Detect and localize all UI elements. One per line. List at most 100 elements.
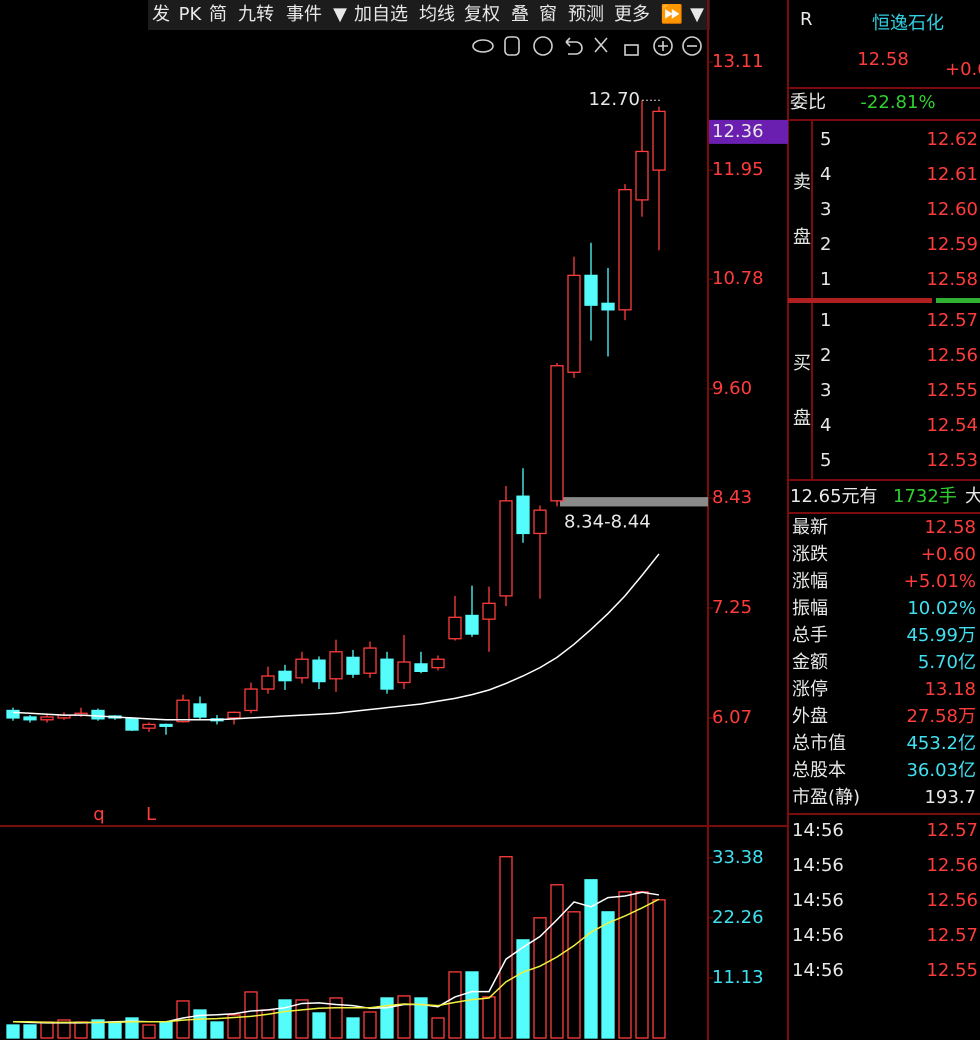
expand[interactable]: ⏩: [661, 3, 683, 25]
book-price: 12.57: [926, 310, 978, 331]
book-price: 12.54: [926, 415, 978, 436]
book-price: 12.55: [926, 380, 978, 401]
candle-body: [465, 614, 479, 635]
volume-bar: [74, 1021, 88, 1039]
lock-icon[interactable]: [624, 44, 639, 56]
book-level: 5: [820, 450, 831, 471]
candle-body: [176, 699, 190, 723]
toolbar-button[interactable]: 事件: [286, 4, 322, 25]
toolbar-button[interactable]: PK: [179, 4, 203, 25]
toolbar-button[interactable]: 均线: [419, 4, 455, 25]
toolbar-button[interactable]: 叠: [511, 4, 529, 25]
tick-price: 12.55: [926, 960, 978, 981]
hand-icon[interactable]: [504, 36, 520, 56]
volume-bar: [91, 1019, 105, 1039]
stat-label: 金额: [792, 652, 828, 673]
zoom-out-icon[interactable]: [682, 36, 702, 56]
toolbar-button[interactable]: 简: [209, 4, 227, 25]
tick-price: 12.56: [926, 890, 978, 911]
candle-body: [584, 274, 598, 306]
candle-body: [380, 658, 394, 690]
stock-name: 恒逸石化: [872, 13, 944, 34]
book-side-label: 盘: [793, 408, 811, 429]
toolbar-button[interactable]: 更多: [614, 4, 650, 25]
volume-bar: [23, 1024, 37, 1039]
candle-body: [193, 703, 207, 718]
volume-bar: [125, 1017, 139, 1039]
volume-bar: [431, 1017, 445, 1039]
stat-value: 5.70亿: [918, 652, 976, 673]
book-level: 5: [820, 129, 831, 150]
toolbar-button[interactable]: 复权: [464, 4, 500, 25]
stat-label: 最新: [792, 517, 828, 538]
volume-bar: [465, 971, 479, 1039]
y-tick-label: 8.43: [712, 487, 752, 508]
price-marker: [709, 119, 788, 144]
y-tick-label: 33.38: [712, 847, 764, 868]
stat-value: 193.7: [924, 787, 976, 808]
candle-body: [6, 709, 20, 719]
book-level: 4: [820, 164, 831, 185]
candle-body: [550, 365, 564, 502]
candle-body: [227, 711, 241, 719]
stat-label: 涨幅: [792, 571, 828, 592]
zoom-in-icon[interactable]: [653, 36, 673, 56]
candle-body: [635, 150, 649, 201]
stat-value: 13.18: [924, 679, 976, 700]
volume-bar: [346, 1017, 360, 1039]
candle-body: [278, 670, 292, 682]
scissors-icon[interactable]: [594, 37, 608, 53]
stat-label: 总市值: [792, 733, 846, 754]
play-icon[interactable]: [533, 36, 553, 56]
tick-time: 14:56: [792, 925, 844, 946]
toolbar-button[interactable]: 窗: [539, 4, 557, 25]
volume-bar: [57, 1019, 71, 1039]
volume-bar: [516, 939, 530, 1039]
volume-bar: [380, 997, 394, 1039]
trade-qty: 1732手: [893, 486, 957, 507]
stat-value: +0.60: [921, 544, 976, 565]
volume-bar: [533, 917, 547, 1039]
sell-buy-ratio-red: [788, 298, 932, 303]
stat-label: 涨停: [792, 679, 828, 700]
book-level: 4: [820, 415, 831, 436]
volume-bar: [142, 1024, 156, 1039]
book-price: 12.58: [926, 269, 978, 290]
volume-bar: [448, 971, 462, 1039]
volume-bar: [482, 996, 496, 1039]
candle-body: [40, 716, 54, 721]
candle-body: [363, 647, 377, 674]
candle-body: [431, 658, 445, 669]
volume-bar: [278, 999, 292, 1039]
book-price: 12.59: [926, 234, 978, 255]
quote-flag: R: [800, 9, 813, 30]
candle-body: [23, 716, 37, 721]
dropdown[interactable]: ▼: [333, 4, 347, 25]
toolbar-button[interactable]: 发: [152, 4, 170, 25]
stat-value: 27.58万: [906, 706, 976, 727]
price-marker-label: 12.36: [712, 121, 764, 142]
moving-average: [12, 553, 660, 721]
y-tick-label: 11.13: [712, 967, 764, 988]
tick-price: 12.56: [926, 855, 978, 876]
toolbar-button[interactable]: 九转: [238, 4, 274, 25]
volume-bar: [227, 1014, 241, 1039]
y-tick-label: 11.95: [712, 159, 764, 180]
toolbar-button[interactable]: 预测: [568, 4, 604, 25]
volume-bar: [210, 1021, 224, 1039]
high-label: 12.70: [588, 89, 640, 110]
candle-body: [567, 274, 581, 373]
tick-time: 14:56: [792, 855, 844, 876]
toolbar-button[interactable]: 加自选: [354, 4, 408, 25]
stat-value: 45.99万: [906, 625, 976, 646]
book-price: 12.60: [926, 199, 978, 220]
eye-icon[interactable]: [472, 39, 494, 53]
undo-icon[interactable]: [565, 37, 583, 55]
y-tick-label: 22.26: [712, 907, 764, 928]
volume-bar: [312, 1012, 326, 1039]
candle-body: [516, 495, 530, 535]
candle-body: [601, 302, 615, 311]
trade-price: 12.65元有: [790, 486, 878, 507]
dropdown[interactable]: ▼: [690, 4, 704, 25]
